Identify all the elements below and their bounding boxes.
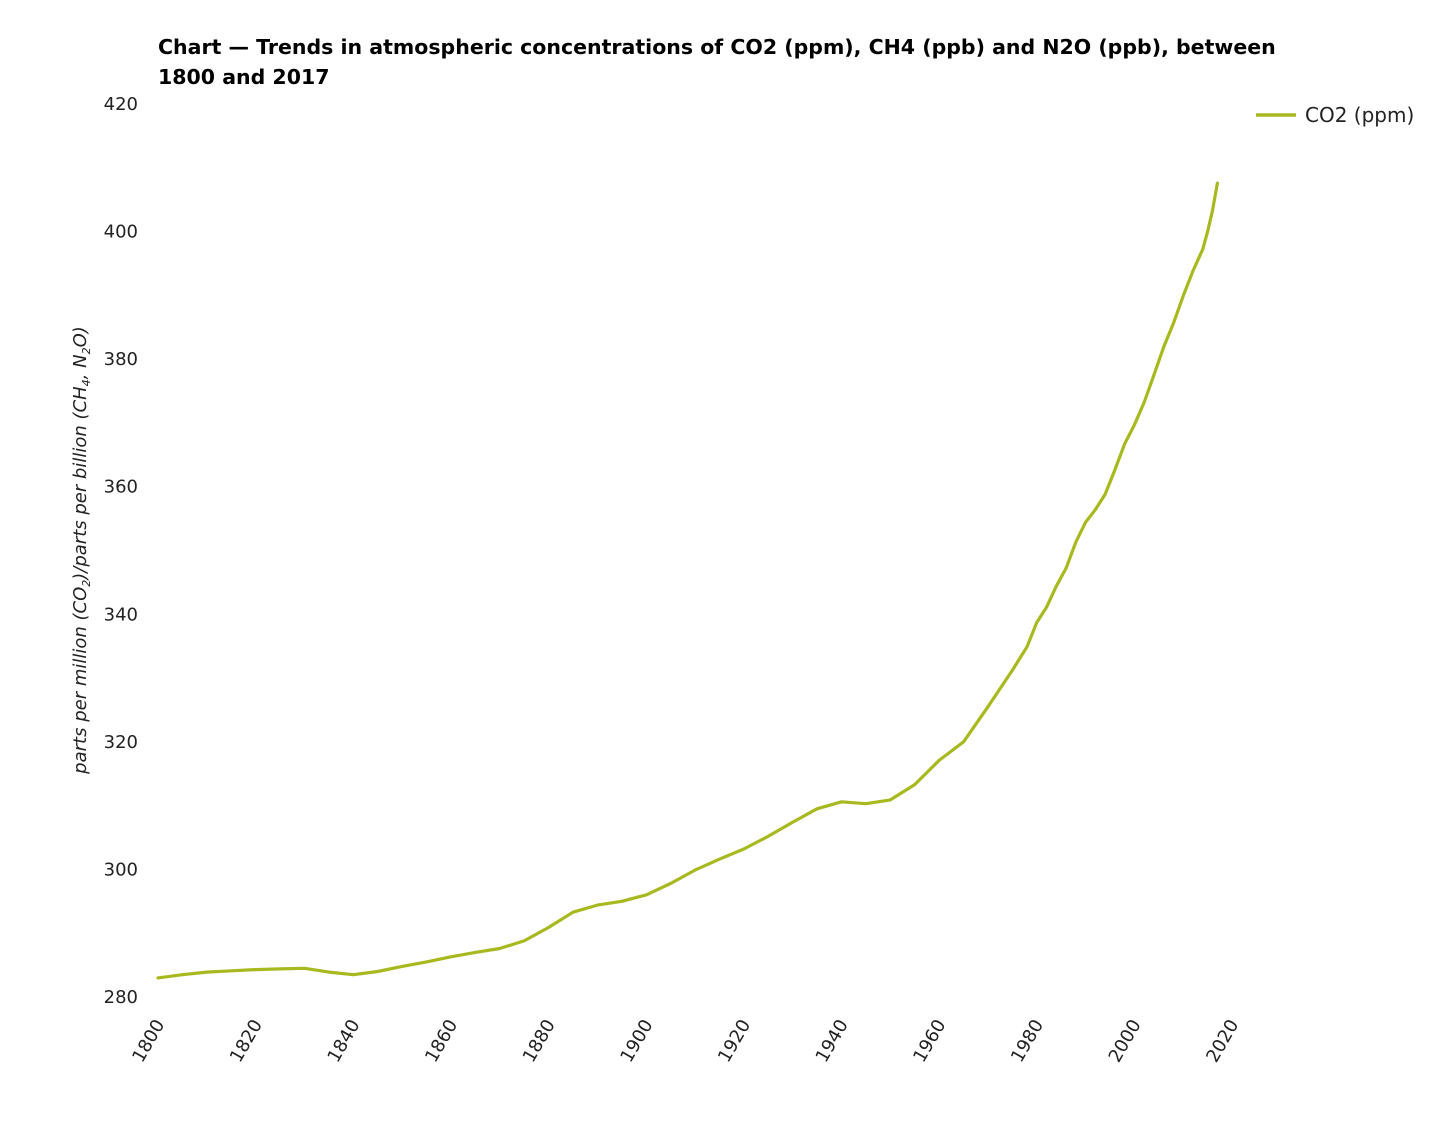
x-tick-label: 1840 (324, 1016, 365, 1066)
y-tick-label: 400 (104, 222, 138, 243)
x-tick-label: 1960 (909, 1016, 950, 1066)
x-tick-label: 2020 (1202, 1016, 1243, 1066)
y-axis-title: parts per million (CO2)/parts per billio… (70, 326, 93, 775)
y-axis-title-subscript: 2 (80, 580, 93, 587)
legend-label: CO2 (ppm) (1305, 103, 1414, 127)
y-axis-title-subscript: 2 (80, 347, 93, 354)
y-tick-label: 340 (104, 604, 138, 625)
x-axis-ticks: 1800 1820 1840 1860 1880 1900 1920 1940 1960 1980… (128, 1016, 1243, 1066)
x-tick-label: 1940 (812, 1016, 853, 1066)
x-tick-label: 1880 (519, 1016, 560, 1066)
y-tick-label: 360 (104, 477, 138, 498)
y-axis-title-part: parts per million (CO (70, 587, 91, 775)
x-tick-label: 1860 (421, 1016, 462, 1066)
x-tick-label: 1920 (714, 1016, 755, 1066)
y-axis-title-part: , N (70, 354, 91, 379)
y-axis-title-part: )/parts per billion (CH (70, 386, 91, 582)
y-axis-title-part: O) (70, 326, 91, 347)
chart-title: Chart — Trends in atmospheric concentrat… (158, 35, 1276, 89)
x-tick-label: 1980 (1007, 1016, 1048, 1066)
y-tick-label: 320 (104, 732, 138, 753)
y-tick-label: 280 (104, 987, 138, 1008)
y-tick-label: 420 (104, 94, 138, 115)
x-tick-label: 1820 (226, 1016, 267, 1066)
y-tick-label: 300 (104, 859, 138, 880)
x-tick-label: 2000 (1105, 1016, 1146, 1066)
y-axis-title-group: parts per million (CO2)/parts per billio… (70, 326, 93, 775)
x-tick-label: 1900 (616, 1016, 657, 1066)
y-tick-label: 380 (104, 349, 138, 370)
legend: CO2 (ppm) (1256, 103, 1414, 127)
x-tick-label: 1800 (128, 1016, 169, 1066)
series-line-co2 (156, 181, 1219, 980)
y-axis-ticks: 280 300 320 340 360 380 400 420 (104, 94, 138, 1008)
series-group (156, 181, 1219, 980)
y-axis-title-subscript: 4 (80, 379, 93, 386)
